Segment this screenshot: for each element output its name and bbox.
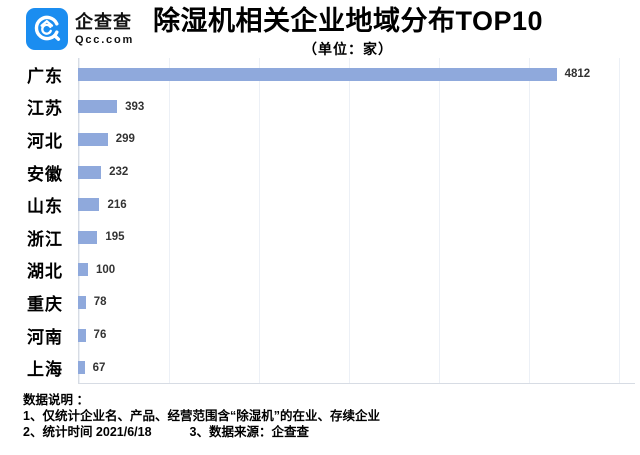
value-label: 393 (125, 100, 145, 113)
bar (78, 165, 102, 179)
category-label: 河南 (27, 327, 63, 347)
chart-gridlines (78, 58, 635, 384)
chart-row: 重庆 78 (0, 286, 640, 319)
chart-row: 安徽 232 (0, 156, 640, 189)
value-label: 195 (105, 231, 125, 244)
bar-track: 299 (78, 123, 635, 156)
footer-note-3: 3、数据来源：企查查 (189, 425, 309, 439)
bar-track: 100 (78, 254, 635, 287)
value-label: 78 (93, 296, 107, 309)
bar (78, 132, 108, 146)
bar (78, 263, 88, 277)
bar-track: 78 (78, 286, 635, 319)
footer-note-2: 2、统计时间 2021/6/18 (23, 425, 152, 439)
value-label: 216 (107, 198, 127, 211)
bar-track: 393 (78, 91, 635, 124)
category-label: 重庆 (27, 294, 63, 314)
chart-row: 河南 76 (0, 319, 640, 352)
bar (78, 230, 98, 244)
footer-heading: 数据说明 ： (23, 393, 89, 407)
footer-note-1: 1、仅统计企业名、产品、经营范围含“除湿机”的在业、存续企业 (23, 409, 380, 423)
bar (78, 361, 85, 375)
value-label: 4812 (564, 68, 591, 81)
chart-row: 浙江 195 (0, 221, 640, 254)
value-label: 299 (115, 133, 135, 146)
brand-domain: Qcc.com (75, 33, 135, 46)
chart-row: 江苏 393 (0, 91, 640, 124)
bar-track: 216 (78, 188, 635, 221)
footer-note-2-3: 2、统计时间 2021/6/18 3、数据来源：企查查 (23, 424, 380, 440)
qcc-logo-icon (26, 8, 68, 50)
value-label: 76 (93, 329, 107, 342)
bar-track: 232 (78, 156, 635, 189)
chart-row: 广东 4812 (0, 58, 640, 91)
page-title: 除湿机相关企业地域分布TOP10 (152, 6, 544, 36)
category-label: 湖北 (27, 262, 63, 282)
category-label: 浙江 (27, 229, 63, 249)
bar-rows: 广东 4812 江苏 393 河北 299 安徽 232 山东 216 浙江 195 湖北 100 重庆 78… (0, 58, 640, 384)
chart-row: 河北 299 (0, 123, 640, 156)
value-label: 100 (95, 263, 116, 276)
footer-notes: 数据说明 ： 1、仅统计企业名、产品、经营范围含“除湿机”的在业、存续企业 2、… (23, 392, 380, 440)
value-label: 232 (109, 166, 129, 179)
brand-logo: 企查查 Qcc.com (26, 8, 134, 50)
brand-text: 企查查 Qcc.com (75, 13, 134, 46)
header: 除湿机相关企业地域分布TOP10 （单位：家） (56, 6, 640, 59)
chart-row: 湖北 100 (0, 254, 640, 287)
bar (78, 100, 118, 114)
category-label: 安徽 (27, 164, 63, 184)
category-label: 江苏 (27, 99, 63, 119)
bar-track: 195 (78, 221, 635, 254)
bar-chart: 广东 4812 江苏 393 河北 299 安徽 232 山东 216 浙江 195 湖北 100 重庆 78… (0, 58, 640, 384)
bar (78, 295, 86, 309)
category-label: 河北 (27, 131, 63, 151)
bar-track: 67 (78, 351, 635, 384)
brand-name: 企查查 (75, 11, 132, 32)
bar (78, 328, 86, 342)
bar (78, 198, 100, 212)
bar-track: 76 (78, 319, 635, 352)
bar-track: 4812 (78, 58, 635, 91)
chart-unit-subtitle: （单位：家） (303, 41, 393, 58)
category-label: 广东 (27, 66, 63, 86)
category-label: 上海 (27, 360, 63, 380)
chart-row: 山东 216 (0, 188, 640, 221)
bar (78, 67, 557, 81)
chart-row: 上海 67 (0, 351, 640, 384)
category-label: 山东 (27, 197, 63, 217)
value-label: 67 (92, 361, 106, 374)
